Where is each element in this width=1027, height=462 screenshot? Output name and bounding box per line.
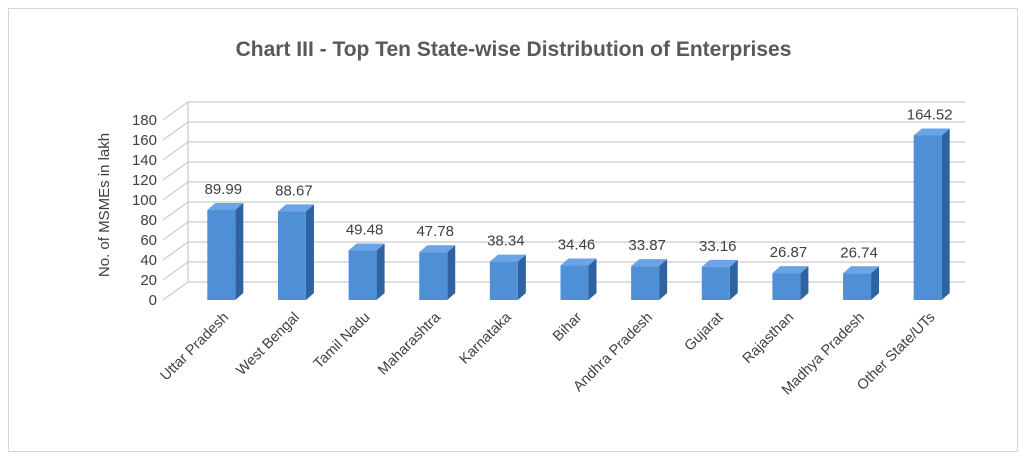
bar-karnataka <box>489 254 526 300</box>
gridline-slant <box>162 121 189 141</box>
bar-bihar <box>560 258 597 300</box>
data-label: 33.87 <box>628 237 666 254</box>
data-label: 26.87 <box>770 244 808 261</box>
bar-side <box>800 266 809 300</box>
gridlines <box>162 101 965 301</box>
gridline-slant <box>162 261 189 281</box>
data-label: 89.99 <box>205 181 243 198</box>
bar-top <box>772 266 809 274</box>
bar-front <box>560 265 589 300</box>
x-tick-label: Other State/UTs <box>854 310 938 394</box>
bar-side <box>729 259 738 300</box>
bar-front <box>207 210 236 300</box>
bar-side <box>447 245 456 300</box>
bar-side <box>941 128 950 300</box>
y-tick-label: 60 <box>140 232 157 249</box>
y-tick-label: 0 <box>149 292 157 309</box>
y-tick-label: 140 <box>132 152 157 169</box>
bar-other-state-uts <box>913 128 950 300</box>
bar-top <box>701 259 738 267</box>
x-tick-label: West Bengal <box>234 310 303 379</box>
bar-side <box>871 266 880 300</box>
bars <box>207 128 950 300</box>
bar-front <box>913 135 942 300</box>
y-tick-label: 180 <box>132 112 157 129</box>
y-tick-label: 160 <box>132 132 157 149</box>
bar-side <box>517 254 526 300</box>
bar-front <box>419 252 448 300</box>
gridline-slant <box>162 241 189 261</box>
bar-maharashtra <box>419 245 456 300</box>
x-tick-label: Gujarat <box>682 310 727 355</box>
bar-front <box>348 250 377 300</box>
bar-front <box>631 266 660 300</box>
data-label: 38.34 <box>487 233 525 250</box>
bar-madhya-pradesh <box>843 266 880 300</box>
data-label: 49.48 <box>346 222 384 239</box>
bar-top <box>560 258 597 266</box>
x-tick-label: Uttar Pradesh <box>158 310 233 385</box>
bar-front <box>489 261 518 300</box>
bar-top <box>419 245 456 253</box>
chart-title: Chart III - Top Ten State-wise Distribut… <box>235 38 792 61</box>
bar-top <box>348 243 385 251</box>
bar-top <box>277 204 314 212</box>
gridline-slant <box>162 221 189 241</box>
bar-west-bengal <box>277 204 314 300</box>
x-tick-label: Maharashtra <box>375 309 445 379</box>
y-axis-title: No. of MSMEs in lakh <box>96 133 113 277</box>
bar-front <box>843 273 872 300</box>
gridline-slant <box>162 181 189 201</box>
x-tick-label: Rajasthan <box>740 310 797 367</box>
bar-front <box>277 211 306 300</box>
bar-side <box>588 258 597 300</box>
bar-side <box>376 243 385 300</box>
y-tick-label: 80 <box>140 212 157 229</box>
data-label: 88.67 <box>275 182 313 199</box>
y-tick-label: 20 <box>140 272 157 289</box>
bar-andhra-pradesh <box>631 259 668 300</box>
bar-top <box>843 266 880 274</box>
bar-top <box>631 259 668 267</box>
gridline-slant <box>162 101 189 121</box>
bar-gujarat <box>701 259 738 300</box>
gridline-slant <box>162 141 189 161</box>
data-label: 34.46 <box>558 237 596 254</box>
bar-rajasthan <box>772 266 809 300</box>
bar-top <box>489 254 526 262</box>
bar-tamil-nadu <box>348 243 385 300</box>
gridline-slant <box>162 201 189 221</box>
bar-side <box>305 204 314 300</box>
bar-uttar-pradesh <box>207 203 244 300</box>
data-label: 33.16 <box>699 238 737 255</box>
x-tick-label: Karnataka <box>457 309 516 368</box>
bar-top <box>913 128 950 136</box>
x-tick-label: Bihar <box>550 309 585 344</box>
y-tick-label: 120 <box>132 172 157 189</box>
gridline-slant <box>162 161 189 181</box>
y-tick-label: 40 <box>140 252 157 269</box>
bar-front <box>772 273 801 300</box>
data-label: 26.74 <box>840 244 878 261</box>
bar-top <box>207 203 244 211</box>
data-label: 164.52 <box>907 106 953 123</box>
gridline-slant <box>162 281 189 301</box>
x-tick-label: Tamil Nadu <box>311 310 374 373</box>
bar-side <box>659 259 668 300</box>
data-label: 47.78 <box>416 223 454 240</box>
y-tick-label: 100 <box>132 192 157 209</box>
bar-side <box>235 203 244 300</box>
bar-front <box>701 266 730 300</box>
